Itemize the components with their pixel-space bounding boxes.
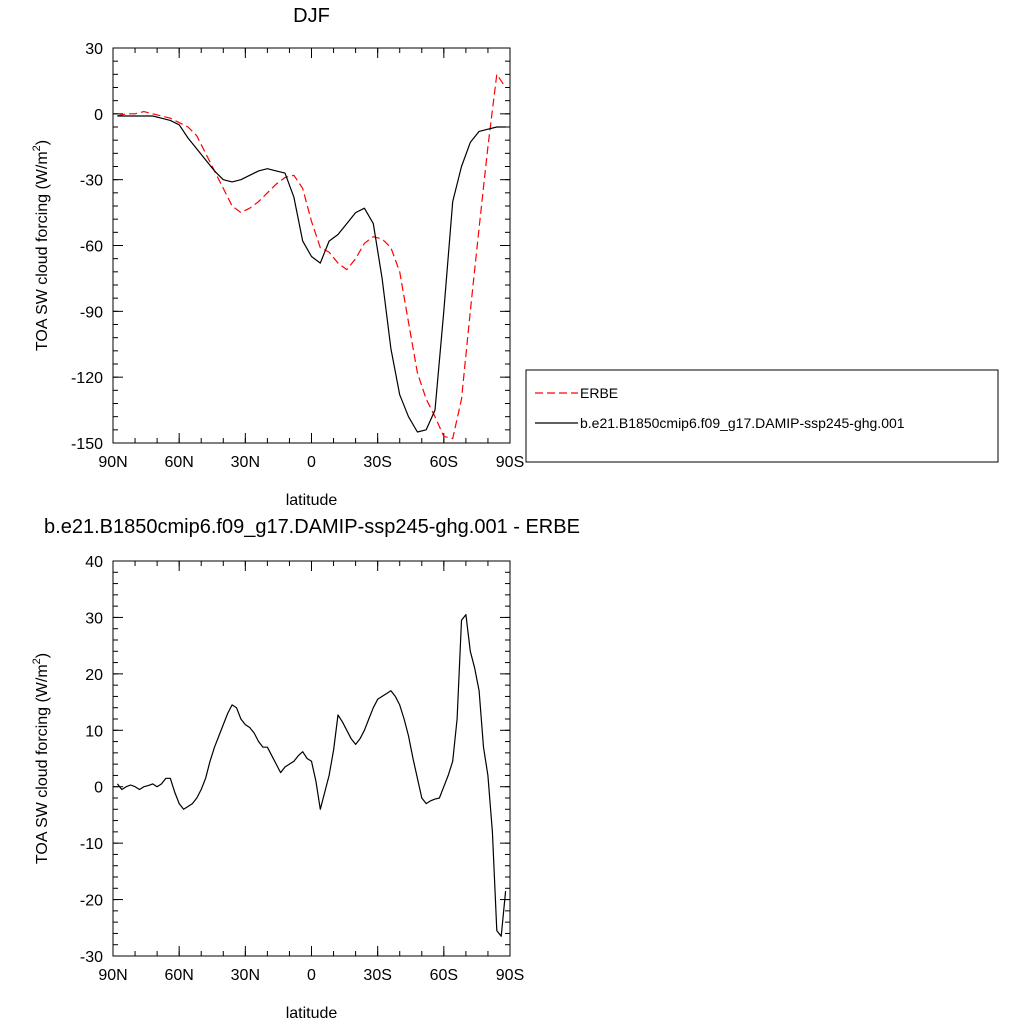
x-axis-label: latitude: [286, 1005, 338, 1022]
x-tick-label: 0: [307, 967, 316, 984]
y-axis-label-main: TOA SW cloud forcing (W/m: [34, 151, 51, 351]
y-tick-label: 30: [85, 41, 103, 58]
y-tick-label: -90: [80, 304, 103, 321]
x-tick-label: 60N: [164, 967, 193, 984]
y-tick-label: 0: [94, 780, 103, 797]
x-tick-label: 0: [307, 454, 316, 471]
x-tick-label: 90S: [496, 967, 524, 984]
y-axis-label: TOA SW cloud forcing (W/m2): [31, 140, 51, 351]
y-tick-label: 0: [94, 107, 103, 124]
y-axis-label-main: TOA SW cloud forcing (W/m: [34, 664, 51, 864]
plot-frame: [112, 47, 511, 444]
x-tick-label: 30N: [231, 967, 260, 984]
y-tick-label: -60: [80, 239, 103, 256]
chart-2: b.e21.B1850cmip6.f09_g17.DAMIP-ssp245-gh…: [31, 516, 580, 1022]
y-tick-label: -30: [80, 173, 103, 190]
x-tick-label: 60N: [164, 454, 193, 471]
series-line-model: [116, 613, 507, 937]
y-axis-label-end: ): [34, 140, 51, 145]
x-tick-label: 90N: [98, 967, 127, 984]
series-line-erbe: [117, 73, 507, 440]
x-tick-label: 90N: [98, 454, 127, 471]
y-axis-label-end: ): [34, 653, 51, 658]
y-tick-label: 20: [85, 667, 103, 684]
y-tick-label: -20: [80, 893, 103, 910]
legend: ERBE b.e21.B1850cmip6.f09_g17.DAMIP-ssp24…: [525, 369, 999, 463]
y-tick-label: -30: [80, 949, 103, 966]
x-tick-label: 30S: [363, 967, 391, 984]
y-tick-label: 40: [85, 554, 103, 571]
y-tick-label: -120: [71, 370, 103, 387]
y-tick-label: 10: [85, 723, 103, 740]
plot-frame: [112, 560, 511, 957]
y-axis-label: TOA SW cloud forcing (W/m2): [31, 653, 51, 864]
x-tick-label: 60S: [430, 967, 458, 984]
y-axis-label-superscript: 2: [31, 145, 43, 151]
y-tick-label: -10: [80, 836, 103, 853]
legend-box: [525, 369, 999, 463]
series-line-model: [117, 115, 506, 433]
y-tick-label: -150: [71, 436, 103, 453]
legend-label: ERBE: [580, 385, 618, 401]
x-tick-label: 60S: [430, 454, 458, 471]
legend-label: b.e21.B1850cmip6.f09_g17.DAMIP-ssp245-gh…: [580, 415, 905, 431]
y-tick-label: 30: [85, 610, 103, 627]
y-axis-label-superscript: 2: [31, 658, 43, 664]
x-tick-label: 90S: [496, 454, 524, 471]
chart-title: b.e21.B1850cmip6.f09_g17.DAMIP-ssp245-gh…: [44, 516, 580, 538]
x-tick-label: 30N: [231, 454, 260, 471]
chart-1: DJF 90N 60N 30N 0 30S 60S 90S 30 0 -30 -60 -90 -120 -1…: [31, 5, 999, 509]
x-axis-label: latitude: [286, 492, 338, 509]
x-tick-label: 30S: [363, 454, 391, 471]
chart-title: DJF: [293, 5, 330, 27]
